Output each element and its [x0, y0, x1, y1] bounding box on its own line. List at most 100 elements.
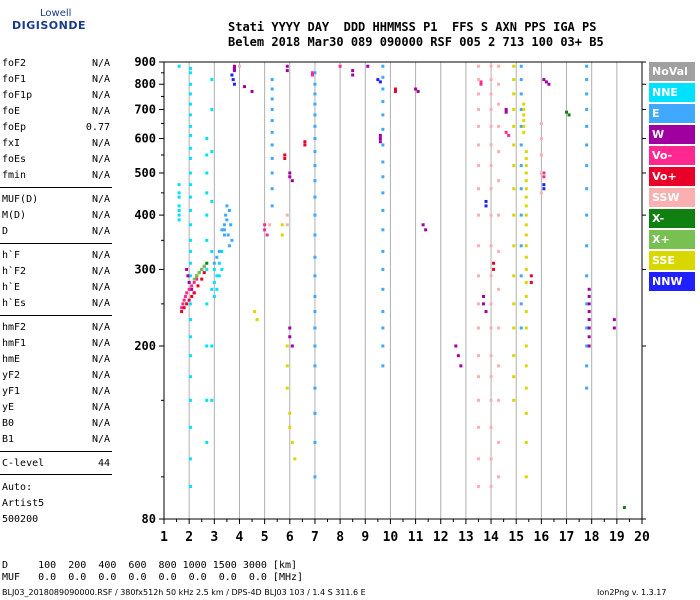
data-point-x	[200, 267, 204, 271]
data-point-e	[519, 244, 523, 248]
legend-item-x: X-	[649, 209, 695, 228]
data-point-e	[519, 78, 523, 82]
header-labels: Stati YYYY DAY DDD HHMMSS P1 FFS S AXN P…	[228, 20, 597, 34]
data-point-w	[587, 294, 591, 298]
data-point-w	[587, 326, 591, 330]
data-point-ssw	[476, 398, 480, 402]
data-point-w	[351, 73, 355, 77]
data-point-sse	[524, 326, 528, 330]
data-point-nne	[210, 398, 214, 402]
param-value: N/A	[91, 418, 110, 429]
x-tick-label: 20	[634, 530, 650, 545]
data-point-sse	[512, 398, 516, 402]
data-point-e	[225, 204, 229, 208]
data-point-nne	[205, 302, 209, 306]
data-point-e	[381, 287, 385, 291]
param-label: h`F	[2, 250, 21, 261]
data-point-ssw	[497, 326, 501, 330]
data-point-sse	[524, 310, 528, 314]
param-row-md: M(D) N/A	[2, 210, 110, 226]
data-point-w	[587, 344, 591, 348]
data-point-e	[313, 71, 317, 75]
data-point-w	[288, 335, 292, 339]
data-point-e	[313, 164, 317, 168]
data-point-nne	[177, 195, 181, 199]
param-row-fof1: foF1 N/A	[2, 74, 110, 90]
data-point-ssw	[497, 102, 501, 106]
data-point-e	[585, 213, 589, 217]
data-point-e	[226, 233, 230, 237]
param-label: B0	[2, 418, 15, 429]
data-point-vo	[200, 277, 204, 281]
data-point-vo	[185, 302, 189, 306]
data-point-e	[519, 213, 523, 217]
data-point-vo	[182, 306, 186, 310]
y-tick-label: 600	[134, 132, 156, 146]
data-point-e	[585, 302, 589, 306]
data-point-sse	[512, 64, 516, 68]
param-label: yE	[2, 402, 15, 413]
data-point-nne	[177, 218, 181, 222]
data-point-ssw	[489, 187, 493, 191]
param-value: 0.77	[85, 122, 110, 133]
data-point-nne	[188, 171, 192, 175]
data-point-nnw	[376, 78, 380, 82]
data-point-w	[504, 110, 508, 114]
param-label: h`F2	[2, 266, 27, 277]
data-point-vo	[507, 133, 511, 137]
param-label: h`E	[2, 282, 21, 293]
data-point-sse	[512, 326, 516, 330]
data-point-e	[313, 92, 317, 96]
param-row-mufd: MUF(D) N/A	[2, 194, 110, 210]
param-label: hmE	[2, 354, 21, 365]
data-point-w	[232, 64, 236, 68]
param-value: N/A	[91, 250, 110, 261]
data-point-ssw	[476, 164, 480, 168]
param-separator	[0, 243, 112, 244]
data-point-w	[542, 78, 546, 82]
data-point-sse	[512, 124, 516, 128]
data-point-ssw	[489, 398, 493, 402]
data-point-sse	[512, 354, 516, 358]
data-point-e	[220, 228, 224, 232]
parameter-panel: foF2 N/A foF1 N/A foF1p N/A foE N/A foEp 0.77 fxI N…	[0, 0, 115, 530]
data-point-e	[230, 238, 234, 242]
param-row-fxi: fxI N/A	[2, 138, 110, 154]
x-tick-label: 16	[534, 530, 550, 545]
data-point-sse	[524, 213, 528, 217]
data-point-ssw	[489, 485, 493, 489]
data-point-nne	[188, 249, 192, 253]
data-point-ssw	[476, 326, 480, 330]
data-point-e	[212, 261, 216, 265]
data-point-vo	[182, 298, 186, 302]
param-value: 44	[97, 458, 110, 469]
data-point-e	[519, 92, 523, 96]
data-point-e	[222, 228, 226, 232]
data-point-ssw	[268, 223, 272, 227]
data-point-e	[313, 326, 317, 330]
data-point-ssw	[489, 78, 493, 82]
y-tick-label: 900	[134, 55, 156, 69]
data-point-sse	[524, 280, 528, 284]
data-point-vo	[479, 80, 483, 84]
data-point-vo	[492, 267, 496, 271]
data-point-sse	[512, 213, 516, 217]
data-point-vo	[265, 233, 269, 237]
header-values: Belem 2018 Mar30 089 090000 RSF 005 2 71…	[228, 35, 604, 49]
x-tick-label: 12	[433, 530, 449, 545]
data-point-vo	[529, 280, 533, 284]
data-point-ssw	[497, 82, 501, 86]
data-point-sse	[290, 440, 294, 444]
data-point-e	[381, 326, 385, 330]
data-point-e	[227, 208, 231, 212]
data-point-e	[313, 310, 317, 314]
auto-label: Auto:	[2, 482, 33, 493]
data-point-nne	[188, 92, 192, 96]
x-tick-label: 4	[236, 530, 244, 545]
data-point-sse	[293, 457, 297, 461]
x-tick-label: 1	[160, 530, 168, 545]
data-point-e	[585, 164, 589, 168]
data-point-nne	[188, 71, 192, 75]
data-point-w	[484, 310, 488, 314]
data-point-nne	[188, 261, 192, 265]
